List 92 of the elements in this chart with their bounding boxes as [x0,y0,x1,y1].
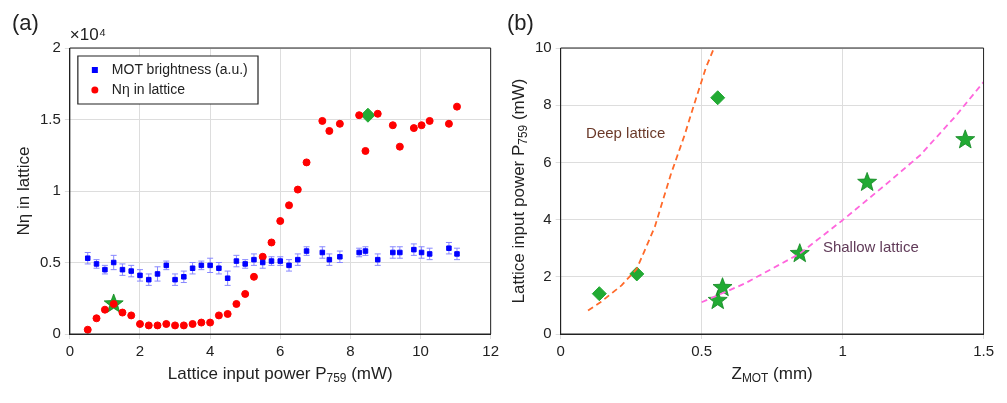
x-tick-label: 4 [205,342,215,360]
y-tick-label: 1 [52,181,61,199]
point [135,319,144,328]
point [452,102,461,111]
x-tick-label: 12 [482,342,499,360]
point [233,258,240,264]
y-tick-label: 4 [543,209,552,227]
point [241,289,250,298]
point [373,109,382,118]
point [710,90,726,106]
x-tick-label: 10 [412,342,429,360]
point [789,243,810,263]
point [425,116,434,125]
point [318,116,327,125]
point [355,111,364,120]
point [267,238,276,247]
y-tick-label: 2 [543,266,552,284]
point [232,299,241,308]
annotation: Deep lattice [586,123,666,141]
x-tick-label: 2 [135,342,145,360]
point [171,321,180,330]
point [444,119,453,128]
point [302,158,311,167]
point [83,325,92,334]
point [84,255,91,261]
annotation: Shallow lattice [822,238,919,256]
x-tick-label: 1 [838,342,847,360]
point [446,245,452,251]
point [337,254,343,260]
point [179,321,188,330]
point [417,121,426,130]
point [189,265,196,271]
point [426,251,433,257]
line-series [587,48,715,312]
y-tick-label: 8 [543,95,552,113]
point [249,272,258,281]
point [181,274,187,280]
point [591,286,607,302]
legend-label: Nη in lattice [111,80,186,97]
point [197,318,206,327]
point [388,121,397,130]
point [955,129,976,149]
point [162,319,171,328]
y-axis-title: Nη in lattice [13,146,33,236]
y-axis-title: Lattice input power P759 (mW) [508,78,531,304]
x-tick-label: 6 [276,342,285,360]
point [216,265,222,271]
point [325,126,334,135]
point [293,185,302,194]
point [118,308,127,317]
point [360,107,376,123]
line-series [700,81,984,304]
y-tick-label: 2 [52,38,61,56]
point [409,124,418,133]
x-tick-label: 8 [346,342,355,360]
point [188,319,197,328]
chart-title: (a) [12,10,39,36]
x-tick-label: 0 [556,342,565,360]
text: ×10⁴ [69,24,107,44]
y-tick-label: 10 [535,38,552,56]
x-tick-label: 1.5 [973,342,994,360]
point [276,217,285,226]
point [454,251,460,257]
point [214,311,223,320]
point [224,275,231,281]
point [258,252,267,261]
point [154,271,161,277]
point [335,119,344,128]
y-tick-label: 0 [52,324,61,342]
point [361,146,370,155]
x-tick-label: 0 [65,342,75,360]
point [207,262,213,269]
point [100,305,109,314]
point [857,172,878,191]
y-tick-label: 0 [543,324,552,342]
point [395,142,404,151]
point [285,201,294,210]
chart-title: (b) [507,10,534,36]
point [110,259,117,266]
y-tick-label: 1.5 [39,109,61,127]
legend-label: MOT brightness (a.u.) [111,60,248,77]
point [144,321,153,330]
point [127,311,136,320]
point [712,277,733,297]
y-tick-label: 6 [543,152,552,170]
point [92,314,101,323]
point [223,309,232,318]
point [206,318,215,327]
x-tick-label: 0.5 [691,342,713,360]
point [128,268,134,274]
y-tick-label: 0.5 [39,252,61,270]
point [153,321,162,330]
